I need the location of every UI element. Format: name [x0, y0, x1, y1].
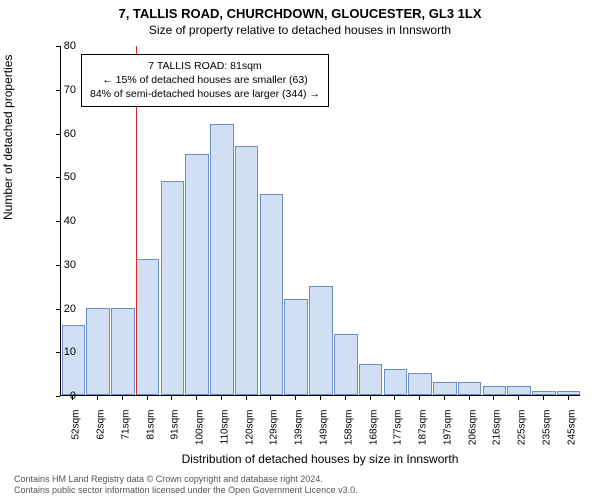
- x-tick-label: 245sqm: [566, 410, 577, 446]
- info-box-line: 84% of semi-detached houses are larger (…: [90, 87, 320, 101]
- histogram-bar: [532, 391, 556, 395]
- x-tick-mark: [72, 396, 73, 400]
- x-tick-label: 120sqm: [244, 410, 255, 446]
- x-tick-label: 187sqm: [418, 410, 429, 446]
- histogram-bar: [235, 146, 259, 395]
- x-tick-label: 52sqm: [71, 410, 82, 440]
- y-tick-label: 10: [46, 346, 76, 358]
- histogram-bar: [185, 154, 209, 395]
- info-box-line: 7 TALLIS ROAD: 81sqm: [90, 59, 320, 73]
- x-tick-label: 197sqm: [442, 410, 453, 446]
- x-tick-label: 177sqm: [393, 410, 404, 446]
- y-tick-label: 50: [46, 171, 76, 183]
- x-tick-label: 100sqm: [195, 410, 206, 446]
- histogram-bar: [507, 386, 531, 395]
- histogram-bar: [260, 194, 284, 395]
- histogram-bar: [359, 364, 383, 395]
- x-tick-mark: [493, 396, 494, 400]
- x-tick-label: 81sqm: [145, 410, 156, 440]
- y-tick-label: 20: [46, 303, 76, 315]
- info-box-line: ← 15% of detached houses are smaller (63…: [90, 73, 320, 87]
- histogram-bar: [86, 308, 110, 396]
- x-tick-label: 206sqm: [467, 410, 478, 446]
- x-tick-mark: [246, 396, 247, 400]
- y-tick-mark: [56, 46, 60, 47]
- chart-container: 7, TALLIS ROAD, CHURCHDOWN, GLOUCESTER, …: [0, 0, 600, 500]
- x-tick-mark: [320, 396, 321, 400]
- x-tick-mark: [122, 396, 123, 400]
- histogram-bar: [408, 373, 432, 395]
- x-tick-label: 139sqm: [294, 410, 305, 446]
- x-tick-mark: [370, 396, 371, 400]
- chart-title: 7, TALLIS ROAD, CHURCHDOWN, GLOUCESTER, …: [0, 0, 600, 21]
- x-tick-label: 91sqm: [170, 410, 181, 440]
- x-tick-mark: [171, 396, 172, 400]
- histogram-bar: [210, 124, 234, 395]
- x-tick-mark: [221, 396, 222, 400]
- y-tick-mark: [56, 134, 60, 135]
- histogram-bar: [62, 325, 86, 395]
- x-tick-label: 129sqm: [269, 410, 280, 446]
- y-tick-label: 40: [46, 215, 76, 227]
- x-tick-mark: [568, 396, 569, 400]
- y-axis-label: Number of detached properties: [1, 55, 15, 220]
- x-tick-mark: [97, 396, 98, 400]
- x-tick-label: 168sqm: [368, 410, 379, 446]
- plot-area: 7 TALLIS ROAD: 81sqm← 15% of detached ho…: [60, 46, 580, 396]
- x-tick-mark: [345, 396, 346, 400]
- histogram-bar: [433, 382, 457, 395]
- x-tick-mark: [444, 396, 445, 400]
- chart-subtitle: Size of property relative to detached ho…: [0, 21, 600, 37]
- y-tick-mark: [56, 396, 60, 397]
- y-tick-mark: [56, 352, 60, 353]
- y-tick-mark: [56, 177, 60, 178]
- x-tick-label: 235sqm: [541, 410, 552, 446]
- x-tick-label: 62sqm: [96, 410, 107, 440]
- x-tick-mark: [394, 396, 395, 400]
- x-tick-label: 149sqm: [319, 410, 330, 446]
- y-tick-mark: [56, 221, 60, 222]
- x-tick-mark: [270, 396, 271, 400]
- histogram-bar: [384, 369, 408, 395]
- footer-line: Contains HM Land Registry data © Crown c…: [14, 474, 358, 485]
- histogram-bar: [309, 286, 333, 395]
- x-tick-label: 216sqm: [492, 410, 503, 446]
- y-tick-label: 70: [46, 84, 76, 96]
- histogram-bar: [284, 299, 308, 395]
- x-tick-label: 225sqm: [517, 410, 528, 446]
- footer-attribution: Contains HM Land Registry data © Crown c…: [14, 474, 358, 497]
- y-tick-mark: [56, 309, 60, 310]
- histogram-bar: [483, 386, 507, 395]
- histogram-bar: [334, 334, 358, 395]
- x-tick-mark: [469, 396, 470, 400]
- histogram-bar: [557, 391, 581, 395]
- y-tick-mark: [56, 90, 60, 91]
- x-tick-mark: [147, 396, 148, 400]
- y-tick-label: 30: [46, 259, 76, 271]
- y-tick-mark: [56, 265, 60, 266]
- x-tick-mark: [196, 396, 197, 400]
- histogram-bar: [458, 382, 482, 395]
- x-tick-label: 158sqm: [343, 410, 354, 446]
- footer-line: Contains public sector information licen…: [14, 485, 358, 496]
- x-tick-label: 71sqm: [120, 410, 131, 440]
- x-axis-label: Distribution of detached houses by size …: [60, 452, 580, 466]
- x-tick-label: 110sqm: [219, 410, 230, 445]
- histogram-bar: [111, 308, 135, 396]
- x-tick-mark: [295, 396, 296, 400]
- x-tick-mark: [419, 396, 420, 400]
- histogram-bar: [136, 259, 160, 395]
- y-tick-label: 60: [46, 128, 76, 140]
- histogram-bar: [161, 181, 185, 395]
- x-tick-mark: [518, 396, 519, 400]
- reference-info-box: 7 TALLIS ROAD: 81sqm← 15% of detached ho…: [81, 54, 329, 107]
- x-tick-mark: [543, 396, 544, 400]
- y-tick-label: 80: [46, 40, 76, 52]
